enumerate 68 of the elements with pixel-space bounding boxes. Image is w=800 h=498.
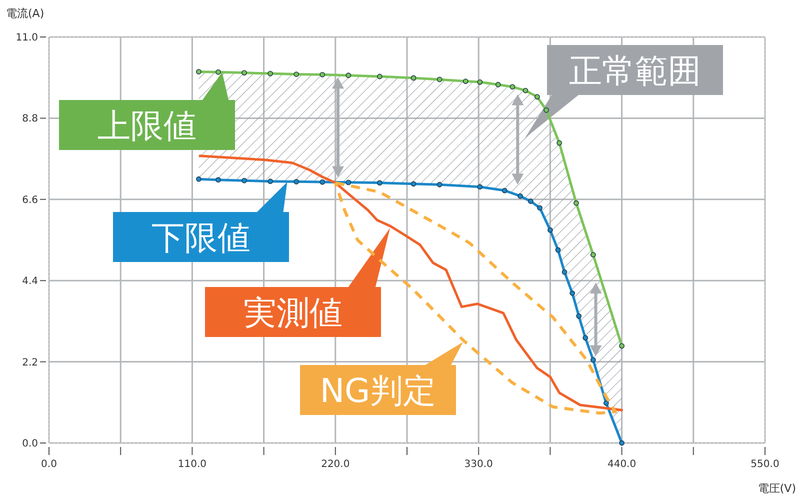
x-axis-title: 電圧(V) bbox=[758, 482, 796, 495]
point bbox=[294, 178, 300, 184]
x-tick-label: 220.0 bbox=[321, 459, 350, 470]
point bbox=[436, 76, 442, 82]
annotation: 上限値 bbox=[59, 72, 235, 150]
point bbox=[242, 178, 247, 184]
x-tick-label: 550.0 bbox=[750, 459, 780, 470]
point bbox=[556, 140, 562, 146]
point bbox=[410, 181, 416, 187]
point bbox=[477, 79, 483, 85]
point bbox=[576, 313, 582, 319]
point bbox=[562, 269, 568, 275]
point bbox=[346, 180, 352, 186]
annotation: NG判定 bbox=[320, 371, 436, 410]
point bbox=[242, 70, 247, 76]
point bbox=[410, 75, 416, 81]
point bbox=[294, 72, 300, 77]
point bbox=[216, 69, 221, 75]
point bbox=[436, 182, 442, 188]
point bbox=[537, 205, 542, 211]
point bbox=[196, 176, 202, 182]
point bbox=[477, 184, 483, 190]
y-tick-label: 6.6 bbox=[22, 194, 38, 206]
annotation: NG判定 bbox=[300, 342, 463, 415]
point bbox=[548, 227, 553, 233]
x-tick-label: 110.0 bbox=[178, 459, 207, 470]
point bbox=[462, 78, 468, 84]
y-tick-label: 0.0 bbox=[22, 438, 38, 450]
point bbox=[495, 82, 501, 88]
point bbox=[619, 343, 624, 349]
x-tick-label: 330.0 bbox=[464, 459, 493, 470]
point bbox=[555, 247, 561, 253]
point bbox=[376, 180, 382, 186]
point bbox=[518, 193, 523, 199]
y-tick-label: 4.4 bbox=[22, 276, 38, 288]
point bbox=[619, 440, 624, 446]
y-tick-label: 8.8 bbox=[22, 114, 38, 125]
y-axis-title: 電流(A) bbox=[6, 7, 44, 20]
annotation: 正常範囲 bbox=[525, 45, 723, 138]
point bbox=[574, 200, 579, 206]
x-tick-label: 440.0 bbox=[607, 459, 636, 470]
annotation: 実測値 bbox=[244, 293, 342, 332]
point bbox=[196, 68, 202, 74]
point bbox=[570, 290, 576, 296]
point bbox=[590, 252, 596, 258]
annotation: 下限値 bbox=[113, 182, 289, 262]
point bbox=[510, 84, 516, 90]
annotation: 正常範囲 bbox=[569, 51, 701, 90]
point bbox=[603, 400, 609, 406]
point bbox=[534, 94, 540, 100]
point bbox=[268, 70, 274, 76]
point bbox=[522, 88, 528, 94]
point bbox=[376, 74, 382, 80]
point bbox=[544, 107, 549, 113]
point bbox=[346, 72, 352, 78]
annotation: 上限値 bbox=[98, 106, 196, 145]
annotation: 下限値 bbox=[152, 218, 250, 257]
point bbox=[216, 177, 221, 183]
x-tick-label: 0.0 bbox=[41, 459, 57, 470]
point bbox=[582, 335, 588, 341]
point bbox=[320, 72, 326, 78]
y-tick-label: 11.0 bbox=[16, 32, 38, 44]
y-tick-label: 2.2 bbox=[22, 357, 38, 368]
point bbox=[502, 188, 508, 194]
point bbox=[590, 357, 596, 363]
point bbox=[528, 198, 534, 204]
point bbox=[268, 178, 274, 184]
point bbox=[320, 179, 326, 185]
